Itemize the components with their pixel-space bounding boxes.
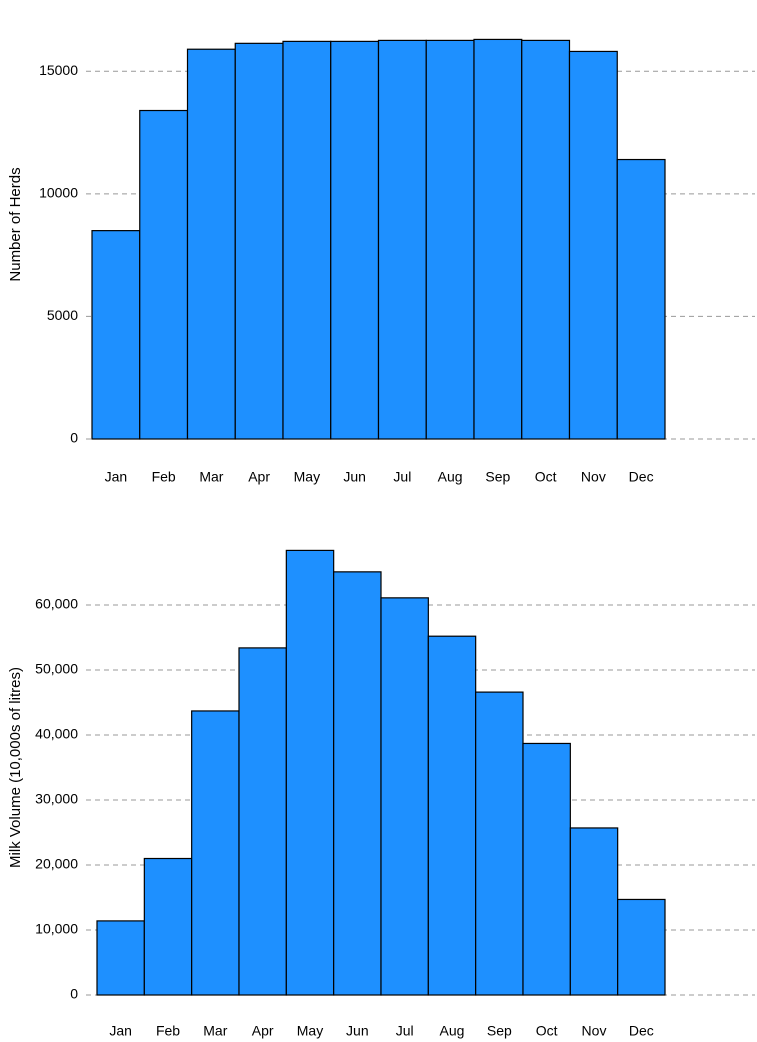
y-tick-label: 30,000 <box>35 791 78 807</box>
x-tick-label: Mar <box>203 1023 227 1039</box>
x-tick-label: Jul <box>393 469 411 485</box>
x-tick-label: Oct <box>535 469 557 485</box>
x-tick-label: Jan <box>109 1023 132 1039</box>
x-tick-label: Jun <box>343 469 366 485</box>
y-tick-label: 0 <box>70 430 78 446</box>
x-tick-label: Nov <box>581 469 606 485</box>
x-tick-label: May <box>294 469 320 485</box>
x-tick-label: Jul <box>396 1023 414 1039</box>
x-tick-label: Aug <box>440 1023 465 1039</box>
y-tick-label: 0 <box>70 986 78 1002</box>
x-tick-label: Jan <box>105 469 128 485</box>
bar <box>521 39 571 440</box>
y-tick-label: 5000 <box>47 307 78 323</box>
x-tick-label: Sep <box>487 1023 512 1039</box>
bar <box>96 920 145 996</box>
bar <box>191 710 240 996</box>
bar <box>91 230 141 440</box>
bar <box>380 597 429 996</box>
y-tick-label: 50,000 <box>35 661 78 677</box>
bar <box>333 571 382 996</box>
y-tick-label: 60,000 <box>35 596 78 612</box>
bar <box>186 48 236 440</box>
x-tick-label: Mar <box>199 469 223 485</box>
x-tick-label: Sep <box>485 469 510 485</box>
y-tick-label: 10,000 <box>35 921 78 937</box>
y-axis-label: Milk Volume (10,000s of litres) <box>7 667 24 868</box>
bar <box>139 109 189 440</box>
bar <box>522 742 571 996</box>
bar <box>238 647 287 996</box>
y-tick-label: 20,000 <box>35 856 78 872</box>
x-tick-label: Feb <box>156 1023 180 1039</box>
bar <box>427 635 477 996</box>
x-tick-label: Oct <box>536 1023 558 1039</box>
x-tick-label: Apr <box>248 469 270 485</box>
bar <box>330 40 380 440</box>
bar <box>282 40 332 440</box>
bar <box>475 691 524 996</box>
x-tick-label: Dec <box>629 469 654 485</box>
x-tick-label: Jun <box>346 1023 369 1039</box>
bar <box>617 898 666 996</box>
bar <box>377 39 427 440</box>
x-tick-label: May <box>297 1023 323 1039</box>
y-tick-label: 10000 <box>39 185 78 201</box>
x-tick-label: Dec <box>629 1023 654 1039</box>
bar <box>143 857 193 996</box>
bar <box>568 50 618 440</box>
y-tick-label: 15000 <box>39 62 78 78</box>
y-axis-label: Number of Herds <box>7 167 24 281</box>
x-tick-label: Nov <box>582 1023 607 1039</box>
x-tick-label: Feb <box>152 469 176 485</box>
y-tick-label: 40,000 <box>35 726 78 742</box>
bar <box>569 827 619 996</box>
x-tick-label: Apr <box>252 1023 274 1039</box>
bar <box>234 42 284 440</box>
bar <box>473 38 523 440</box>
bar <box>425 39 475 440</box>
bar <box>285 549 335 996</box>
bar <box>616 158 666 440</box>
x-tick-label: Aug <box>438 469 463 485</box>
